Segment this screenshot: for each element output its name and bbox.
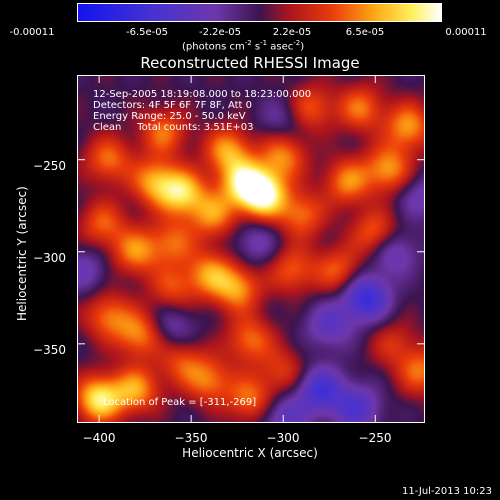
x-tick-label: −400 [82, 431, 116, 445]
annotation-peak-location: Location of Peak = [-311,-269] [103, 397, 257, 408]
x-tick-label: −250 [358, 431, 392, 445]
colorbar-tick: -2.2e-05 [199, 27, 241, 38]
colorbar-tick: 2.2e-05 [272, 27, 312, 38]
x-axis-label: Heliocentric X (arcsec) [182, 446, 318, 460]
x-tick-label: −300 [266, 431, 300, 445]
y-tick-label: −300 [33, 251, 66, 265]
colorbar-tick: 0.00011 [445, 27, 487, 38]
plot-area: 12-Sep-2005 18:19:08.000 to 18:23:00.000… [77, 75, 425, 423]
colorbar-units: (photons cm-2 s-1 asec-2) [182, 39, 305, 53]
annotation-time: 12-Sep-2005 18:19:08.000 to 18:23:00.000 [93, 89, 312, 100]
annotation-clean-counts: Clean Total counts: 3.51E+03 [93, 122, 254, 133]
y-axis-label: Heliocentric Y (arcsec) [15, 186, 29, 321]
x-tick-label: −350 [174, 431, 208, 445]
colorbar [77, 3, 442, 22]
y-tick-label: −250 [33, 159, 66, 173]
axes-frame [77, 75, 425, 423]
colorbar-tick: 6.5e-05 [345, 27, 385, 38]
heatmap-image [77, 75, 425, 423]
chart-title: Reconstructed RHESSI Image [140, 54, 360, 72]
timestamp-footer: 11-Jul-2013 10:23 [401, 486, 492, 497]
colorbar-tick: -0.00011 [9, 27, 55, 38]
y-tick-label: −350 [33, 343, 66, 357]
annotation-detectors: Detectors: 4F 5F 6F 7F 8F, Att 0 [93, 100, 253, 111]
colorbar-tick: -6.5e-05 [126, 27, 168, 38]
annotation-energy: Energy Range: 25.0 - 50.0 keV [93, 111, 246, 122]
